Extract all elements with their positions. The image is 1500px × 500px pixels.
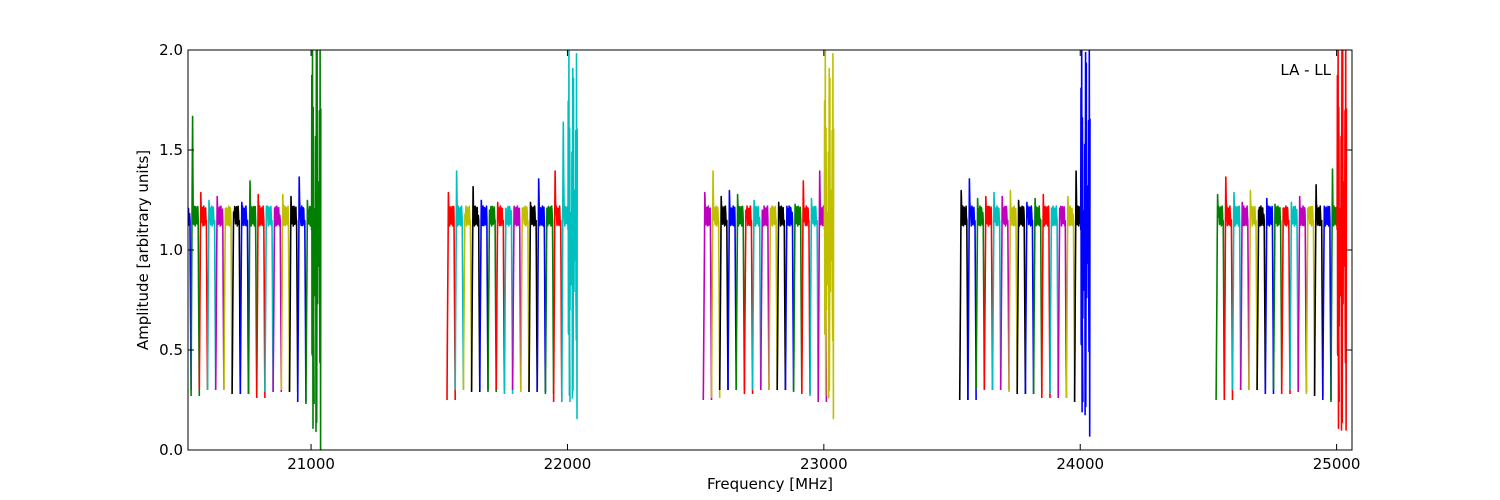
spectrum-channel-2-0 bbox=[702, 191, 713, 401]
spectrum-channel-2-8 bbox=[768, 205, 778, 391]
spectrum-channel-2-10 bbox=[784, 205, 795, 391]
x-tick-label: 21000 bbox=[287, 455, 335, 473]
spectrum-channel-3-5 bbox=[999, 195, 1010, 391]
x-tick-label: 25000 bbox=[1313, 455, 1361, 473]
spectrum-channel-0-2 bbox=[198, 191, 209, 391]
y-tick-label: 1.5 bbox=[159, 141, 183, 159]
spectrum-channel-3-7 bbox=[1016, 199, 1027, 395]
spectrum-channel-0-11 bbox=[272, 205, 283, 393]
spectrum-channel-2-4 bbox=[735, 193, 746, 391]
baseline-annotation: LA - LL bbox=[1280, 61, 1331, 79]
spectrum-channel-2-12 bbox=[801, 180, 811, 395]
x-tick-label: 24000 bbox=[1056, 455, 1104, 473]
y-tick-label: 0.5 bbox=[159, 341, 183, 359]
spectrum-channel-3-9 bbox=[1032, 197, 1043, 395]
band-edge-channel-0 bbox=[310, 50, 322, 450]
spectrum-channel-3-1 bbox=[967, 178, 977, 401]
spectrum-channel-2-3 bbox=[727, 189, 737, 391]
y-tick-label: 1.0 bbox=[159, 241, 183, 259]
spectrum-channel-1-4 bbox=[479, 199, 489, 391]
spectrum-channel-3-2 bbox=[975, 197, 986, 391]
spectrum-channel-4-3 bbox=[1239, 201, 1250, 391]
spectrum-channel-2-7 bbox=[760, 205, 770, 391]
spectrum-channel-1-1 bbox=[454, 170, 465, 391]
spectrum-channel-3-3 bbox=[983, 195, 994, 391]
spectrum-channel-4-6 bbox=[1264, 197, 1275, 395]
y-tick-label: 0.0 bbox=[159, 441, 183, 459]
spectrum-channel-0-5 bbox=[223, 205, 233, 391]
spectrum-channel-0-3 bbox=[206, 199, 217, 391]
band-edge-channel-1 bbox=[567, 50, 578, 420]
spectrum-channel-2-5 bbox=[743, 205, 754, 395]
tick-layer: 21000 22000 23000 24000 25000 0.0 0.5 1.0 1.5 2.0 bbox=[159, 41, 1360, 473]
spectrum-channel-4-5 bbox=[1256, 205, 1267, 391]
y-tick-label: 2.0 bbox=[159, 41, 183, 59]
spectrum-channel-4-9 bbox=[1289, 201, 1299, 391]
x-tick-label: 22000 bbox=[544, 455, 592, 473]
spectrum-channel-4-13 bbox=[1322, 205, 1332, 401]
spectrum-channel-2-11 bbox=[792, 203, 803, 393]
spectrum-channel-0-4 bbox=[214, 195, 225, 391]
spectrum-channel-2-6 bbox=[751, 199, 762, 391]
spectrum-channel-0-0 bbox=[188, 207, 192, 391]
spectrum-channel-1-7 bbox=[503, 205, 514, 395]
spectrum-channel-0-1 bbox=[190, 115, 201, 397]
band-edge-channel-2 bbox=[823, 50, 835, 420]
spectrum-channel-2-13 bbox=[809, 197, 819, 397]
spectrum-channel-4-10 bbox=[1297, 195, 1308, 393]
spectrum-channel-0-9 bbox=[255, 193, 266, 399]
x-tick-label: 23000 bbox=[800, 455, 848, 473]
spectrum-channel-2-2 bbox=[718, 195, 729, 391]
spectrum-channel-1-12 bbox=[544, 205, 555, 395]
spectrum-channel-2-9 bbox=[776, 201, 787, 391]
spectrum-channel-3-4 bbox=[991, 191, 1002, 391]
spectrum-channel-4-7 bbox=[1272, 203, 1283, 391]
spectrum-channel-1-6 bbox=[495, 201, 506, 391]
spectrum-channel-4-2 bbox=[1231, 191, 1242, 391]
spectrum-channel-0-8 bbox=[247, 180, 258, 395]
spectrum-channel-4-0 bbox=[1215, 193, 1226, 401]
spectrum-channel-3-12 bbox=[1057, 205, 1068, 399]
spectrum-channel-0-6 bbox=[231, 205, 242, 395]
spectrum-channel-3-11 bbox=[1049, 205, 1059, 395]
spectrum-channel-4-8 bbox=[1280, 205, 1291, 395]
spectrum-channel-1-11 bbox=[536, 178, 547, 393]
spectrum-channel-4-4 bbox=[1248, 189, 1258, 391]
spectrum-channel-3-6 bbox=[1008, 189, 1018, 393]
spectrum-channel-1-5 bbox=[487, 205, 497, 393]
band-edge-channel-4 bbox=[1336, 50, 1348, 431]
spectrum-channel-1-10 bbox=[528, 201, 538, 393]
spectrum-channel-4-1 bbox=[1223, 176, 1234, 401]
spectrum-channel-1-8 bbox=[511, 205, 522, 391]
spectrum-channel-1-2 bbox=[462, 205, 473, 391]
spectrum-channel-0-7 bbox=[239, 201, 250, 395]
x-axis-label: Frequency [MHz] bbox=[707, 475, 833, 493]
spectrum-channel-3-0 bbox=[958, 189, 969, 401]
spectrum-channel-3-13 bbox=[1065, 195, 1076, 399]
spectrum-channel-1-3 bbox=[470, 185, 481, 393]
y-axis-label: Amplitude [arbitrary units] bbox=[134, 150, 152, 350]
series-layer bbox=[188, 50, 1348, 450]
spectrum-channel-0-13 bbox=[288, 195, 299, 393]
spectrum-channel-0-12 bbox=[280, 193, 291, 391]
spectrum-channel-0-10 bbox=[264, 205, 274, 393]
band-edge-channel-3 bbox=[1079, 50, 1091, 437]
spectrum-channel-4-11 bbox=[1305, 205, 1316, 395]
spectrum-channel-3-8 bbox=[1024, 201, 1035, 395]
spectrum-channel-4-12 bbox=[1313, 184, 1324, 397]
spectrum-channel-2-1 bbox=[710, 170, 721, 399]
spectrum-channel-3-10 bbox=[1041, 193, 1051, 399]
spectrum-channel-0-14 bbox=[296, 176, 307, 403]
spectrum-channel-1-0 bbox=[446, 191, 456, 401]
spectrum-channel-1-9 bbox=[520, 205, 530, 393]
spectrum-channel-1-13 bbox=[552, 170, 563, 403]
